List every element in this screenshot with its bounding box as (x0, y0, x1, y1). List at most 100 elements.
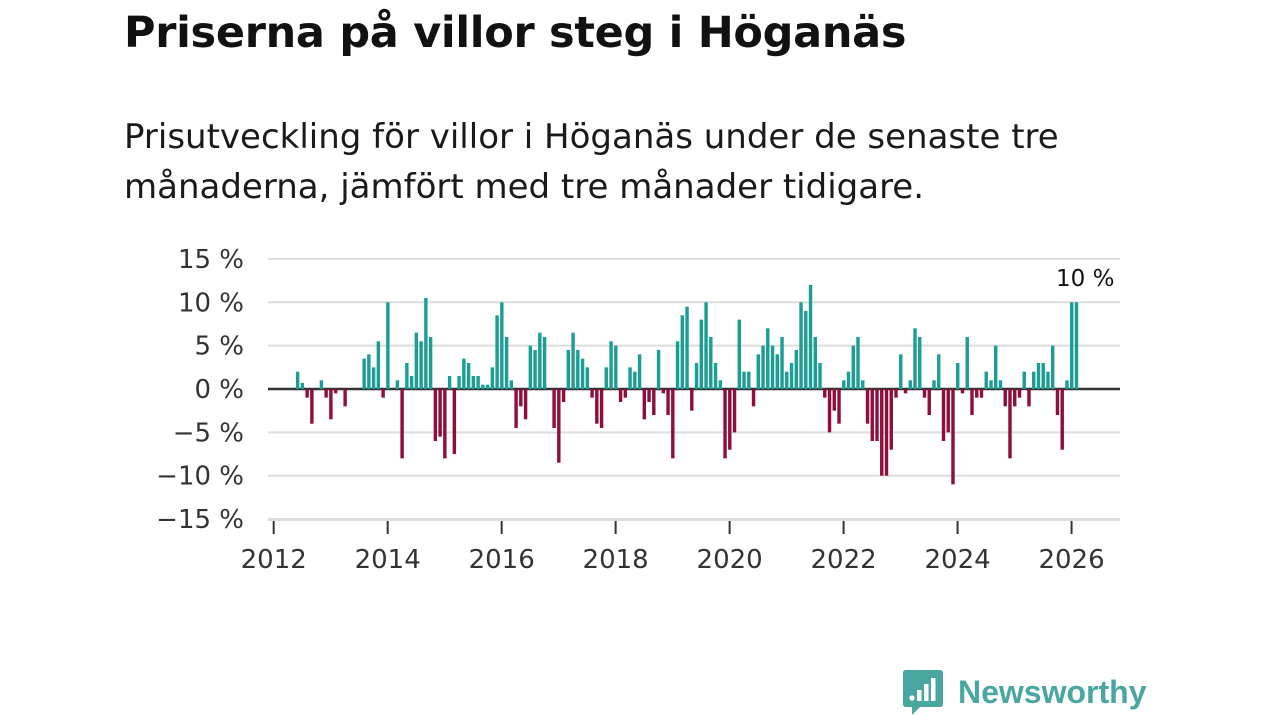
bar (571, 332, 575, 389)
bar (1060, 389, 1064, 450)
bar (433, 389, 438, 442)
bar (542, 336, 547, 389)
bar (310, 389, 314, 424)
bar (713, 362, 718, 389)
bar (637, 354, 642, 389)
bar (870, 389, 874, 442)
bar (618, 389, 623, 402)
y-tick-label: −15 % (156, 505, 244, 535)
bar (680, 315, 685, 389)
bar (804, 310, 808, 389)
bar (1070, 302, 1074, 389)
bar (922, 389, 927, 398)
bar (770, 345, 775, 389)
x-axis: 2012 2014 2016 2018 2020 2022 2024 2026 (241, 519, 1120, 575)
bar (481, 384, 485, 389)
bar (386, 302, 390, 389)
bar (500, 302, 504, 389)
bar (1046, 371, 1050, 389)
bar (447, 376, 452, 389)
bar (642, 389, 647, 420)
y-tick-label: −10 % (156, 462, 244, 492)
bar (552, 389, 556, 429)
bar (1065, 380, 1069, 389)
bar (495, 315, 499, 389)
bar (875, 389, 879, 442)
bar (690, 389, 694, 411)
bar (652, 389, 656, 416)
bar (409, 376, 414, 389)
chart-title: Priserna på villor steg i Höganäs (124, 8, 907, 58)
brand-logo: Newsworthy (902, 668, 1146, 716)
bar (998, 380, 1003, 389)
bar (557, 389, 561, 463)
bar (405, 362, 409, 389)
bar (305, 389, 309, 398)
bar (400, 389, 404, 459)
bar (694, 362, 699, 389)
bar (761, 345, 765, 389)
bar (504, 336, 509, 389)
bar (1032, 371, 1036, 389)
bar (438, 389, 442, 437)
bar (395, 380, 400, 389)
bar (956, 362, 960, 389)
bar (419, 341, 423, 389)
bar (523, 389, 528, 420)
bar (609, 341, 613, 389)
bar (732, 389, 737, 433)
bar (818, 362, 822, 389)
x-tick-label: 2024 (924, 545, 990, 575)
bar (946, 389, 950, 433)
bar (343, 389, 347, 407)
bar (490, 367, 495, 389)
bar (381, 389, 385, 398)
bar (1051, 345, 1055, 389)
bar (666, 389, 670, 416)
annotations: 10 % (1056, 266, 1114, 292)
bar (623, 389, 628, 398)
bar (704, 302, 708, 389)
bar-chart: 15 %10 %5 %0 %−5 %−10 %−15 % 2012 2014 201… (156, 245, 1120, 575)
bar (737, 319, 741, 389)
bar (671, 389, 675, 459)
x-tick-label: 2014 (355, 545, 421, 575)
bar (699, 319, 704, 389)
bar (994, 345, 998, 389)
bar (846, 371, 851, 389)
bar (751, 389, 756, 407)
bar (1027, 389, 1031, 407)
bar (937, 354, 941, 389)
bar (718, 380, 722, 389)
bar (865, 389, 870, 424)
bar (466, 362, 471, 389)
bar (856, 336, 860, 389)
bar (476, 376, 480, 389)
bar (414, 332, 419, 389)
bar (457, 376, 461, 389)
bar (509, 380, 514, 389)
bar (595, 389, 599, 424)
bar (533, 349, 537, 390)
bar (633, 371, 637, 389)
bar (376, 341, 381, 389)
bar (319, 380, 324, 389)
bar (799, 302, 803, 389)
x-tick-label: 2016 (469, 545, 535, 575)
bar (329, 389, 333, 420)
bar (941, 389, 946, 442)
bar (837, 389, 841, 424)
bar (647, 389, 651, 402)
bar (471, 376, 476, 389)
bar (728, 389, 732, 450)
bar (785, 371, 789, 389)
bar (324, 389, 328, 398)
bar (685, 306, 689, 389)
bar (756, 354, 760, 389)
bar (1013, 389, 1017, 407)
bar (628, 367, 632, 389)
bar (1003, 389, 1007, 407)
bar (960, 389, 965, 394)
bar (913, 328, 917, 389)
y-tick-label: 15 % (178, 245, 244, 275)
